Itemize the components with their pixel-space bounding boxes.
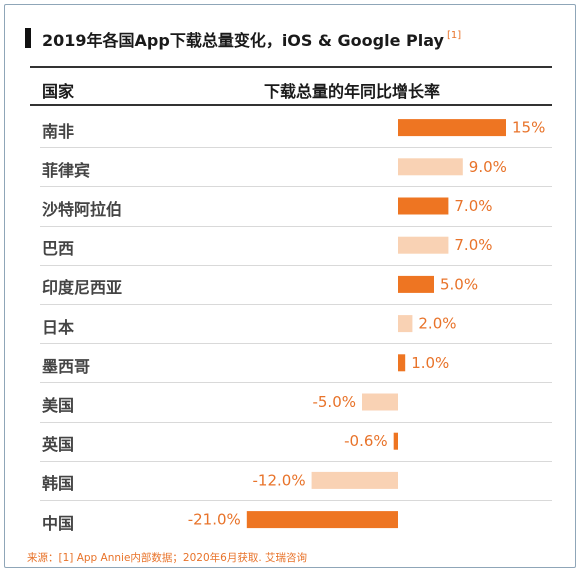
row-separator	[40, 147, 552, 149]
value-label: 7.0%	[454, 197, 492, 215]
bar	[398, 236, 449, 254]
value-label: 15%	[512, 119, 545, 137]
country-label: 英国	[42, 435, 75, 455]
value-label: 7.0%	[454, 236, 492, 254]
country-label: 美国	[42, 396, 75, 415]
value-label: -12.0%	[253, 471, 306, 489]
bar	[398, 158, 463, 176]
country-label: 巴西	[42, 239, 75, 259]
bar	[393, 432, 398, 450]
title-reference[interactable]: [1]	[446, 30, 462, 41]
bar	[398, 197, 449, 215]
country-label: 印度尼西亚	[42, 278, 123, 298]
row-separator	[40, 264, 552, 266]
bar	[398, 275, 434, 293]
row-separator	[40, 343, 552, 345]
country-label: 中国	[42, 513, 75, 533]
row-separator	[40, 225, 552, 227]
header-top-rule	[30, 66, 552, 68]
row-separator	[40, 460, 552, 462]
value-label: 1.0%	[411, 354, 449, 372]
bar	[398, 119, 506, 137]
bar	[398, 315, 413, 333]
bar	[311, 471, 398, 489]
bar	[398, 354, 406, 372]
column-header-growth: 下载总量的年同比增长率	[264, 82, 441, 101]
title-marker	[25, 28, 31, 48]
row-separator	[40, 382, 552, 384]
chart-title: 2019年各国App下载总量变化，iOS & Google Play [1]	[42, 27, 461, 51]
row-separator	[40, 186, 552, 188]
value-label: 5.0%	[440, 275, 478, 293]
country-label: 南非	[42, 121, 75, 141]
country-label: 菲律宾	[42, 160, 91, 180]
value-label: -21.0%	[188, 511, 241, 529]
country-label: 墨西哥	[42, 356, 91, 376]
header-bottom-rule	[30, 104, 552, 106]
source-note: 来源：[1] App Annie内部数据；2020年6月获取. 艾瑞咨询	[27, 552, 308, 564]
country-label: 韩国	[42, 474, 75, 494]
country-label: 日本	[42, 317, 75, 337]
country-label: 沙特阿拉伯	[42, 200, 123, 219]
row-separator	[40, 500, 552, 501]
value-label: -0.6%	[344, 432, 388, 450]
chart-card	[4, 4, 576, 568]
row-separator	[40, 421, 552, 423]
value-label: 2.0%	[418, 315, 456, 333]
column-header-country: 国家	[42, 82, 75, 101]
value-label: 9.0%	[469, 158, 507, 176]
row-separator	[40, 304, 552, 305]
bar	[246, 511, 398, 529]
bar	[362, 393, 398, 411]
chart-title-text: 2019年各国App下载总量变化，iOS & Google Play	[42, 31, 444, 50]
value-label: -5.0%	[312, 393, 356, 411]
